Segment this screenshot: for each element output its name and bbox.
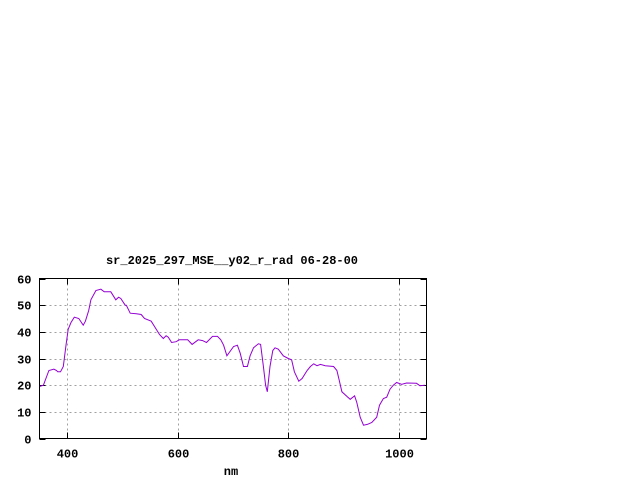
series-line <box>39 288 425 426</box>
chart-title: sr_2025_297_MSE__y02_r_rad 06-28-00 <box>106 254 358 268</box>
y-tick-label: 50 <box>17 300 31 314</box>
y-tick-label: 60 <box>17 274 31 288</box>
x-tick-label: 1000 <box>385 448 414 462</box>
x-axis-label: nm <box>224 465 238 479</box>
y-tick-label: 40 <box>17 327 31 341</box>
y-tick-label: 20 <box>17 380 31 394</box>
y-tick-label: 30 <box>17 354 31 368</box>
y-tick-label: 10 <box>17 407 31 421</box>
plot-frame <box>39 278 427 439</box>
x-tick-label: 600 <box>168 448 190 462</box>
x-tick-label: 400 <box>57 448 79 462</box>
axis-ticks <box>39 278 427 440</box>
grid <box>39 278 427 439</box>
y-tick-label: 0 <box>24 434 31 448</box>
tick-labels: 0 10 20 30 40 50 60 400 600 800 1000 <box>17 274 414 462</box>
x-tick-label: 800 <box>278 448 300 462</box>
